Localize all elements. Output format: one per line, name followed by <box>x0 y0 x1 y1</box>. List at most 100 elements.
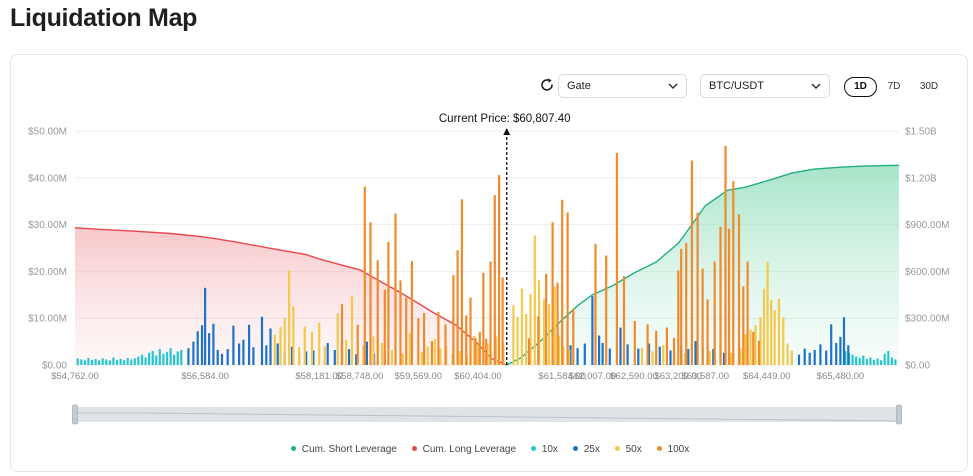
bar-100x <box>742 286 745 365</box>
bar-10x <box>105 359 108 365</box>
bar-100x <box>399 280 402 365</box>
bar-100x <box>369 222 372 365</box>
bar-25x <box>626 344 629 365</box>
legend-item-short[interactable]: Cum. Short Leverage <box>290 444 397 455</box>
bar-50x <box>790 350 793 365</box>
bar-10x <box>176 351 179 365</box>
bar-10x <box>844 351 847 365</box>
bar-50x <box>372 336 375 365</box>
bar-100x <box>405 297 408 365</box>
bar-25x <box>803 348 806 365</box>
bar-100x <box>465 315 468 365</box>
bar-10x <box>130 359 133 365</box>
bar-100x <box>566 212 569 365</box>
legend-item-long[interactable]: Cum. Long Leverage <box>411 444 516 455</box>
y-left-tick-label: $10.00M <box>28 314 67 325</box>
x-tick-label: $63,587.00 <box>681 371 729 382</box>
bar-25x <box>658 346 661 365</box>
bar-25x <box>208 333 211 365</box>
bar-100x <box>622 276 626 365</box>
bar-25x <box>722 352 726 365</box>
chevron-down-icon <box>811 83 821 90</box>
exchange-select[interactable]: Gate <box>558 74 687 98</box>
bar-100x <box>724 146 727 365</box>
bar-10x <box>165 351 169 365</box>
bar-100x <box>340 304 344 365</box>
bar-10x <box>162 353 165 365</box>
legend-item-100x[interactable]: 100x <box>656 444 689 455</box>
bar-50x <box>292 306 295 365</box>
bar-50x <box>350 296 354 365</box>
legend-dot <box>656 445 662 451</box>
bar-25x <box>619 327 622 365</box>
bar-100x <box>417 318 420 365</box>
bar-25x <box>333 350 336 365</box>
bar-25x <box>637 348 640 365</box>
chevron-down-icon <box>668 83 678 90</box>
bar-50x <box>568 350 571 365</box>
range-30d-button[interactable]: 30D <box>919 81 939 92</box>
chart-legend: Cum. Short Leverage Cum. Long Leverage 1… <box>11 444 969 455</box>
bar-50x <box>754 325 757 365</box>
y-right-tick-label: $900.00M <box>905 220 949 231</box>
legend-item-25x[interactable]: 25x <box>572 444 600 455</box>
bar-100x <box>394 213 397 365</box>
bar-100x <box>615 153 618 365</box>
bar-100x <box>460 199 463 365</box>
range-slider[interactable] <box>72 404 902 425</box>
bar-50x <box>476 344 479 365</box>
x-tick-label: $54,762.00 <box>51 371 99 382</box>
bar-100x <box>430 341 433 365</box>
bar-50x <box>486 343 489 365</box>
bar-25x <box>200 325 204 365</box>
bar-50x <box>739 348 742 365</box>
y-left-tick-label: $30.00M <box>28 220 67 231</box>
bar-25x <box>290 346 294 365</box>
legend-label: 25x <box>583 444 600 455</box>
legend-label: 50x <box>625 444 642 455</box>
bar-10x <box>119 358 122 365</box>
legend-dot <box>530 445 536 451</box>
bar-25x <box>591 296 594 365</box>
bar-100x <box>537 316 540 365</box>
bar-100x <box>665 327 668 365</box>
bar-10x <box>148 352 151 365</box>
bar-50x <box>298 347 301 365</box>
bar-10x <box>133 358 136 365</box>
bar-10x <box>155 355 158 365</box>
bar-10x <box>173 354 176 365</box>
bar-25x <box>196 331 199 365</box>
bar-25x <box>598 335 601 365</box>
x-tick-label: $60,404.00 <box>454 371 502 382</box>
bar-50x <box>777 299 781 365</box>
bar-100x <box>551 222 554 365</box>
bar-50x <box>543 299 546 365</box>
range-7d-button[interactable]: 7D <box>887 81 901 92</box>
bar-25x <box>252 347 255 365</box>
bar-50x <box>562 346 565 365</box>
bar-10x <box>112 357 115 365</box>
bar-100x <box>482 272 485 365</box>
bar-100x <box>478 331 481 365</box>
bar-10x <box>126 358 129 365</box>
bar-100x <box>498 175 501 365</box>
refresh-icon[interactable] <box>538 76 556 94</box>
legend-dot <box>411 445 417 451</box>
bar-25x <box>842 317 846 365</box>
bar-100x <box>719 226 722 365</box>
bar-50x <box>786 343 789 365</box>
legend-item-50x[interactable]: 50x <box>614 444 642 455</box>
slider-left-handle <box>72 404 78 425</box>
bar-25x <box>226 349 229 365</box>
bar-10x <box>862 355 865 365</box>
bar-25x <box>305 351 308 365</box>
y-left-tick-label: $0.00 <box>42 361 67 372</box>
pair-select[interactable]: BTC/USDT <box>700 74 830 98</box>
bar-10x <box>83 360 86 365</box>
bar-10x <box>169 348 172 365</box>
range-1d-button[interactable]: 1D <box>844 77 877 97</box>
legend-item-10x[interactable]: 10x <box>530 444 558 455</box>
bar-100x <box>561 199 564 365</box>
bar-100x <box>701 268 704 365</box>
axis-labels: $0.00 $0.00 $10.00M $300.00M $20.00M $600.00M… <box>28 127 949 383</box>
